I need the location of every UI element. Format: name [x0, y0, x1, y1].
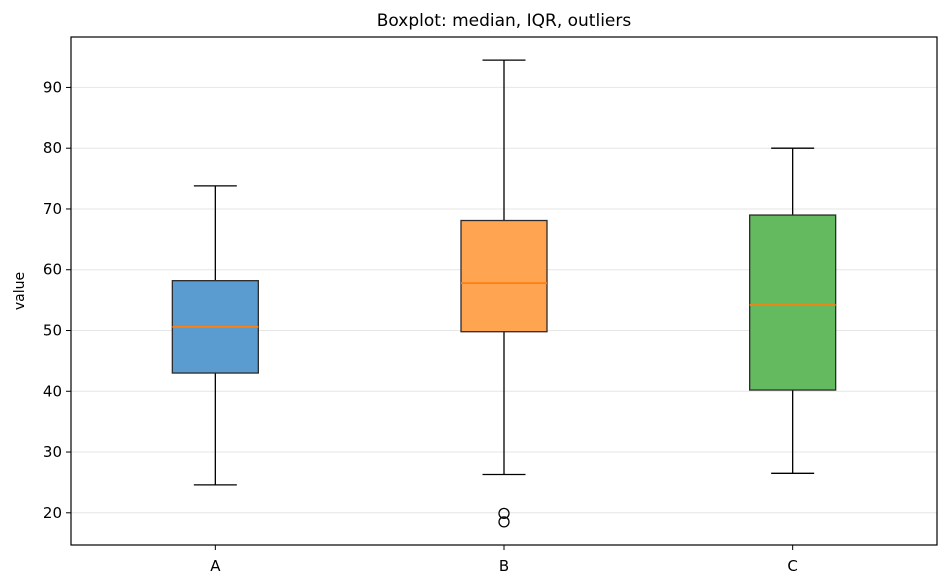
y-tick-label: 50: [43, 321, 62, 339]
y-tick-label: 30: [43, 443, 62, 461]
iqr-box: [460, 219, 548, 333]
plot-layer: [171, 59, 837, 528]
y-tick-label: 40: [43, 382, 62, 400]
y-tick-label: 60: [43, 261, 62, 279]
y-axis-label: value: [12, 272, 28, 310]
x-tick-label: A: [210, 557, 221, 575]
y-tick-label: 70: [43, 200, 62, 218]
box-group-b: [460, 59, 548, 528]
x-tick-label: C: [787, 557, 797, 575]
chart-title: Boxplot: median, IQR, outliers: [377, 11, 632, 31]
y-tick-label: 80: [43, 139, 62, 157]
outlier-point: [498, 516, 510, 528]
box-group-c: [749, 147, 837, 474]
iqr-box: [749, 214, 837, 391]
x-tick-label: B: [499, 557, 509, 575]
y-tick-label: 90: [43, 78, 62, 96]
y-tick-label: 20: [43, 504, 62, 522]
axis-layer: 20 30 40 50 60 70 80 90 A B C: [43, 78, 798, 575]
box-group-a: [171, 185, 259, 486]
outlier-point: [498, 507, 510, 520]
